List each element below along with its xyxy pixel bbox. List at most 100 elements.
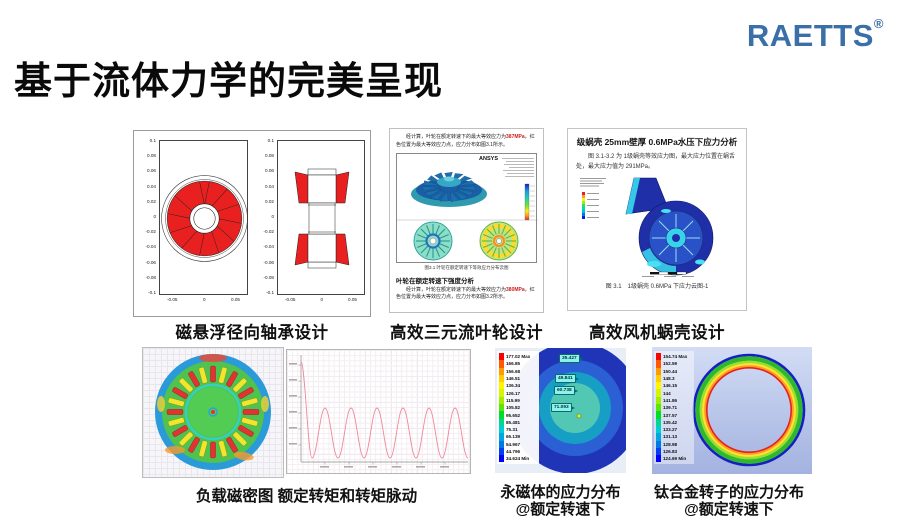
axial-plot-yticks: 0.1 0.08 0.06 0.04 0.02 0 -0.02 -0.04 -0.06 -0.08… xyxy=(254,138,274,295)
legend-color-chip xyxy=(499,367,504,375)
axial-cross-section xyxy=(294,168,350,269)
legend-value: 133.27 xyxy=(663,427,678,433)
impeller-paragraph-2: 经计算，叶轮在额定转速下的最大等效应力为380MPa，红色位置为最大等效应力点，… xyxy=(396,286,535,301)
legend-value: 144 xyxy=(663,390,671,396)
solver-info-text xyxy=(506,160,534,162)
tick-label: 0 xyxy=(320,297,324,302)
legend-value: 126.17 xyxy=(506,390,521,396)
solver-info-text xyxy=(503,169,534,171)
solver-info-text xyxy=(505,175,534,177)
legend-row: 148.3 xyxy=(656,374,693,383)
legend-row: 135.42 xyxy=(656,418,693,426)
legend-row: 126.83 xyxy=(656,447,693,456)
ansys-logo: ANSYS xyxy=(479,155,498,162)
tick-label: -0.05 xyxy=(167,297,178,302)
legend-row: 154.74 Max xyxy=(656,353,693,361)
caption-line: 永磁体的应力分布 xyxy=(500,484,621,501)
legend-row: 137.57 xyxy=(656,411,693,419)
tick-label: 0.05 xyxy=(231,297,240,302)
volute-analysis-panel: 级蜗壳 25mm壁厚 0.6MPa水压下应力分析 图 3.1-3.2 为 1级蜗… xyxy=(567,128,747,311)
legend-value: 177.02 Max xyxy=(506,354,531,360)
tick-label: 0.05 xyxy=(348,297,357,302)
tick-label: -0.04 xyxy=(263,244,274,250)
rotor-plot-xticks: -0.05 0 0.05 xyxy=(159,297,248,302)
legend-row: 34.624 Min xyxy=(499,455,538,463)
legend-value: 137.57 xyxy=(663,412,678,418)
volute-stress-figure xyxy=(580,178,714,278)
legend-value: 126.83 xyxy=(663,449,678,454)
axial-plot-xticks: -0.05 0 0.05 xyxy=(277,297,365,302)
caption-magnet-stress: 永磁体的应力分布 @额定转速下 xyxy=(488,484,633,518)
magnetic-density-panel xyxy=(142,347,284,478)
legend-value: 156.68 xyxy=(506,368,521,374)
solver-info-text xyxy=(507,172,534,174)
tick-label: -0.06 xyxy=(145,259,156,265)
stress-callout-label: 35.427 xyxy=(559,354,583,363)
legend-row: 150.44 xyxy=(656,367,693,375)
rotor-ring-plot xyxy=(692,353,806,467)
legend-color-chip xyxy=(499,447,504,456)
legend-color-chip xyxy=(656,360,661,368)
legend-row: 177.02 Max xyxy=(499,353,538,361)
legend-value: 128.98 xyxy=(663,441,678,447)
page-title: 基于流体力学的完美呈现 xyxy=(14,61,444,103)
rotor-cross-section xyxy=(161,175,248,262)
legend-row: 95.652 xyxy=(499,411,538,419)
legend-value: 154.74 Max xyxy=(663,354,688,360)
tick-label: -0.04 xyxy=(145,244,156,250)
legend-color-chip xyxy=(499,396,504,405)
legend-value: 124.69 Min xyxy=(663,456,687,462)
legend-row: 152.59 xyxy=(656,360,693,368)
axial-plot-area xyxy=(277,140,365,295)
legend-value: 146.15 xyxy=(663,383,678,389)
legend-color-chip xyxy=(499,382,504,390)
legend-row: 166.85 xyxy=(499,360,538,368)
tick-label: 0 xyxy=(202,297,206,302)
legend-color-chip xyxy=(499,374,504,383)
impeller-section-heading: 叶轮在额定转速下强度分析 xyxy=(396,277,474,285)
legend-value: 65.139 xyxy=(506,434,521,440)
legend-value: 135.42 xyxy=(663,419,678,425)
tick-label: 0.08 xyxy=(147,153,156,159)
legend-color-chip xyxy=(656,440,661,448)
legend-color-chip xyxy=(499,389,504,397)
magnet-stress-legend: 177.02 Max 166.85 156.68 146.51 136.34 126.17… xyxy=(497,351,539,465)
impeller-views xyxy=(397,171,538,260)
legend-color-chip xyxy=(656,353,661,361)
volute-doc-title: 级蜗壳 25mm壁厚 0.6MPa水压下应力分析 xyxy=(576,137,738,147)
magnet-stress-panel: 177.02 Max 166.85 156.68 146.51 136.34 126.17… xyxy=(495,348,626,473)
legend-value: 150.44 xyxy=(663,368,678,374)
legend-row: 141.86 xyxy=(656,396,693,405)
motor-cross-section xyxy=(155,354,271,470)
legend-row: 136.34 xyxy=(499,382,538,390)
caption-magnetic-map: 负载磁密图 额定转矩和转矩脉动 xyxy=(195,488,418,505)
legend-color-chip xyxy=(499,353,504,361)
tick-label: 0 xyxy=(153,213,156,219)
legend-color-chip xyxy=(656,404,661,412)
legend-value: 105.82 xyxy=(506,405,521,411)
legend-row: 124.69 Min xyxy=(656,455,693,463)
legend-color-chip xyxy=(656,433,661,441)
legend-value: 34.624 Min xyxy=(506,456,530,462)
legend-value: 95.652 xyxy=(506,412,521,418)
legend-color-chip xyxy=(656,411,661,419)
legend-color-chip xyxy=(499,404,504,412)
tick-label: -0.08 xyxy=(145,274,156,280)
legend-color-chip xyxy=(656,447,661,456)
legend-color-chip xyxy=(656,425,661,434)
legend-color-chip xyxy=(499,360,504,368)
legend-row: 146.15 xyxy=(656,382,693,390)
tick-label: 0.06 xyxy=(147,168,156,174)
legend-color-chip xyxy=(499,455,504,463)
legend-row: 75.31 xyxy=(499,425,538,434)
legend-row: 139.71 xyxy=(656,404,693,412)
legend-value: 131.13 xyxy=(663,434,678,440)
legend-row: 128.98 xyxy=(656,440,693,448)
legend-row: 126.17 xyxy=(499,389,538,397)
legend-row: 131.13 xyxy=(656,433,693,441)
solver-info-text xyxy=(509,166,534,168)
raetts-logo: RAETTS® xyxy=(747,16,884,54)
legend-value: 146.51 xyxy=(506,376,521,382)
impeller-analysis-panel: 经计算，叶轮在额定转速下的最大等效应力为387MPa，红色位置为最大等效应力点，… xyxy=(389,128,544,313)
torque-ripple-panel xyxy=(286,349,471,474)
